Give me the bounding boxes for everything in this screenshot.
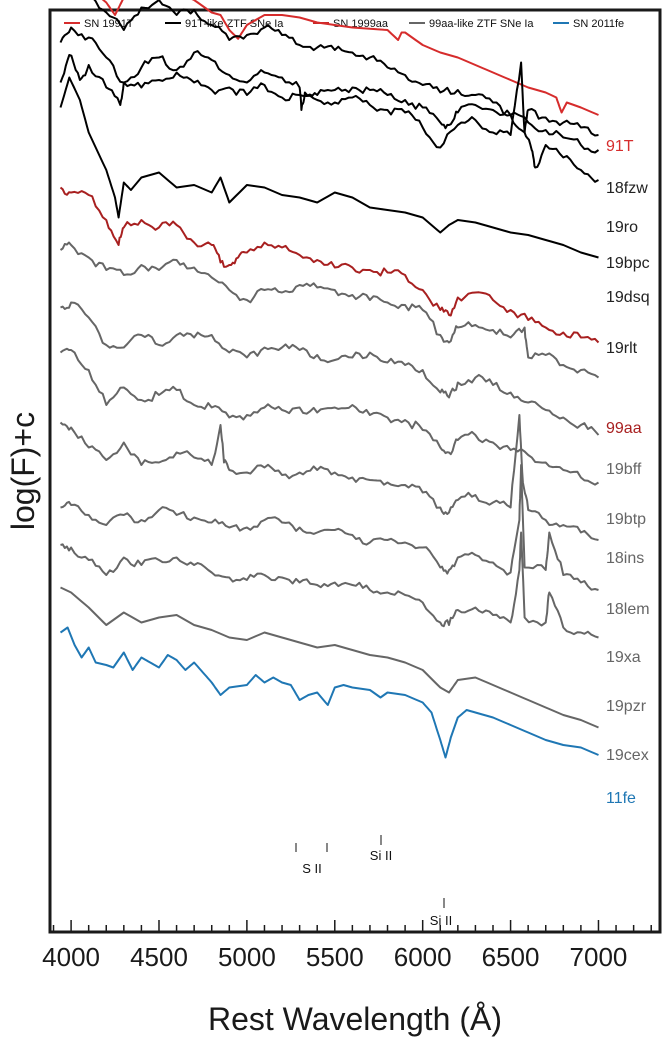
series-label-19bpc: 19bpc bbox=[606, 255, 650, 272]
legend: SN 1991T 91T-like ZTF SNe Ia SN 1999aa 99aa… bbox=[64, 18, 624, 30]
spectrum-line-99aa bbox=[59, 186, 600, 344]
spectrum-line-18lem bbox=[59, 414, 599, 541]
spectrum-line-18fzw bbox=[93, 0, 599, 137]
legend-entry-label: SN 2011fe bbox=[573, 18, 624, 30]
series-label-19dsq: 19dsq bbox=[606, 289, 650, 306]
spectrum-line-19pzr bbox=[60, 531, 599, 639]
series-labels: 91T 18fzw 19ro 19bpc 19dsq 19rlt 99aa 19bff 19bt… bbox=[606, 138, 650, 807]
x-tick-label: 4000 bbox=[42, 942, 100, 972]
spectrum-line-19cex bbox=[60, 586, 599, 729]
series-label-19rlt: 19rlt bbox=[606, 340, 638, 357]
series-label-18ins: 18ins bbox=[606, 550, 644, 567]
legend-entry-label: 91T-like ZTF SNe Ia bbox=[185, 18, 284, 30]
series-label-11fe: 11fe bbox=[606, 790, 636, 807]
spectrum-line-19bff bbox=[59, 241, 600, 379]
x-tick-label: 7000 bbox=[570, 942, 628, 972]
plot-frame bbox=[48, 8, 662, 934]
spectrum-line-18ins bbox=[59, 347, 600, 486]
series-label-19xa: 19xa bbox=[606, 649, 641, 666]
x-axis-title: Rest Wavelength (Å) bbox=[208, 1001, 502, 1037]
x-tick-label: 4500 bbox=[130, 942, 188, 972]
annotation-label: Si II bbox=[370, 848, 392, 863]
spectrum-line-19dsq bbox=[59, 76, 599, 259]
x-axis: 4000 4500 5000 5500 6000 6500 7000 bbox=[42, 920, 652, 972]
spectrum-line-91T bbox=[101, 0, 599, 116]
spectrum-line-19btp bbox=[60, 301, 600, 436]
series-label-19pzr: 19pzr bbox=[606, 698, 647, 715]
series-label-19bff: 19bff bbox=[606, 461, 642, 478]
x-tick-label: 6500 bbox=[482, 942, 540, 972]
series-label-99aa: 99aa bbox=[606, 420, 642, 437]
annotation-label: Si II bbox=[430, 913, 452, 928]
annotation-label: S II bbox=[302, 861, 322, 876]
spectrum-line-11fe bbox=[59, 626, 599, 759]
x-tick-label: 5500 bbox=[306, 942, 364, 972]
series-layer bbox=[59, 0, 600, 759]
legend-entry-label: 99aa-like ZTF SNe Ia bbox=[429, 18, 534, 30]
x-tick-label: 5000 bbox=[218, 942, 276, 972]
y-axis-title: log(F)+c bbox=[5, 412, 41, 530]
series-label-91T: 91T bbox=[606, 138, 634, 155]
spectrum-line-19xa bbox=[60, 464, 599, 591]
series-label-19cex: 19cex bbox=[606, 747, 649, 764]
series-label-19ro: 19ro bbox=[606, 219, 638, 236]
spectrum-line-19ro bbox=[59, 26, 600, 154]
series-label-19btp: 19btp bbox=[606, 511, 646, 528]
x-tick-label: 6000 bbox=[394, 942, 452, 972]
spectrum-line-19bpc bbox=[59, 54, 599, 183]
line-annotations: S II Si II Si II bbox=[295, 835, 452, 928]
series-label-18fzw: 18fzw bbox=[606, 180, 648, 197]
series-label-18lem: 18lem bbox=[606, 601, 650, 618]
